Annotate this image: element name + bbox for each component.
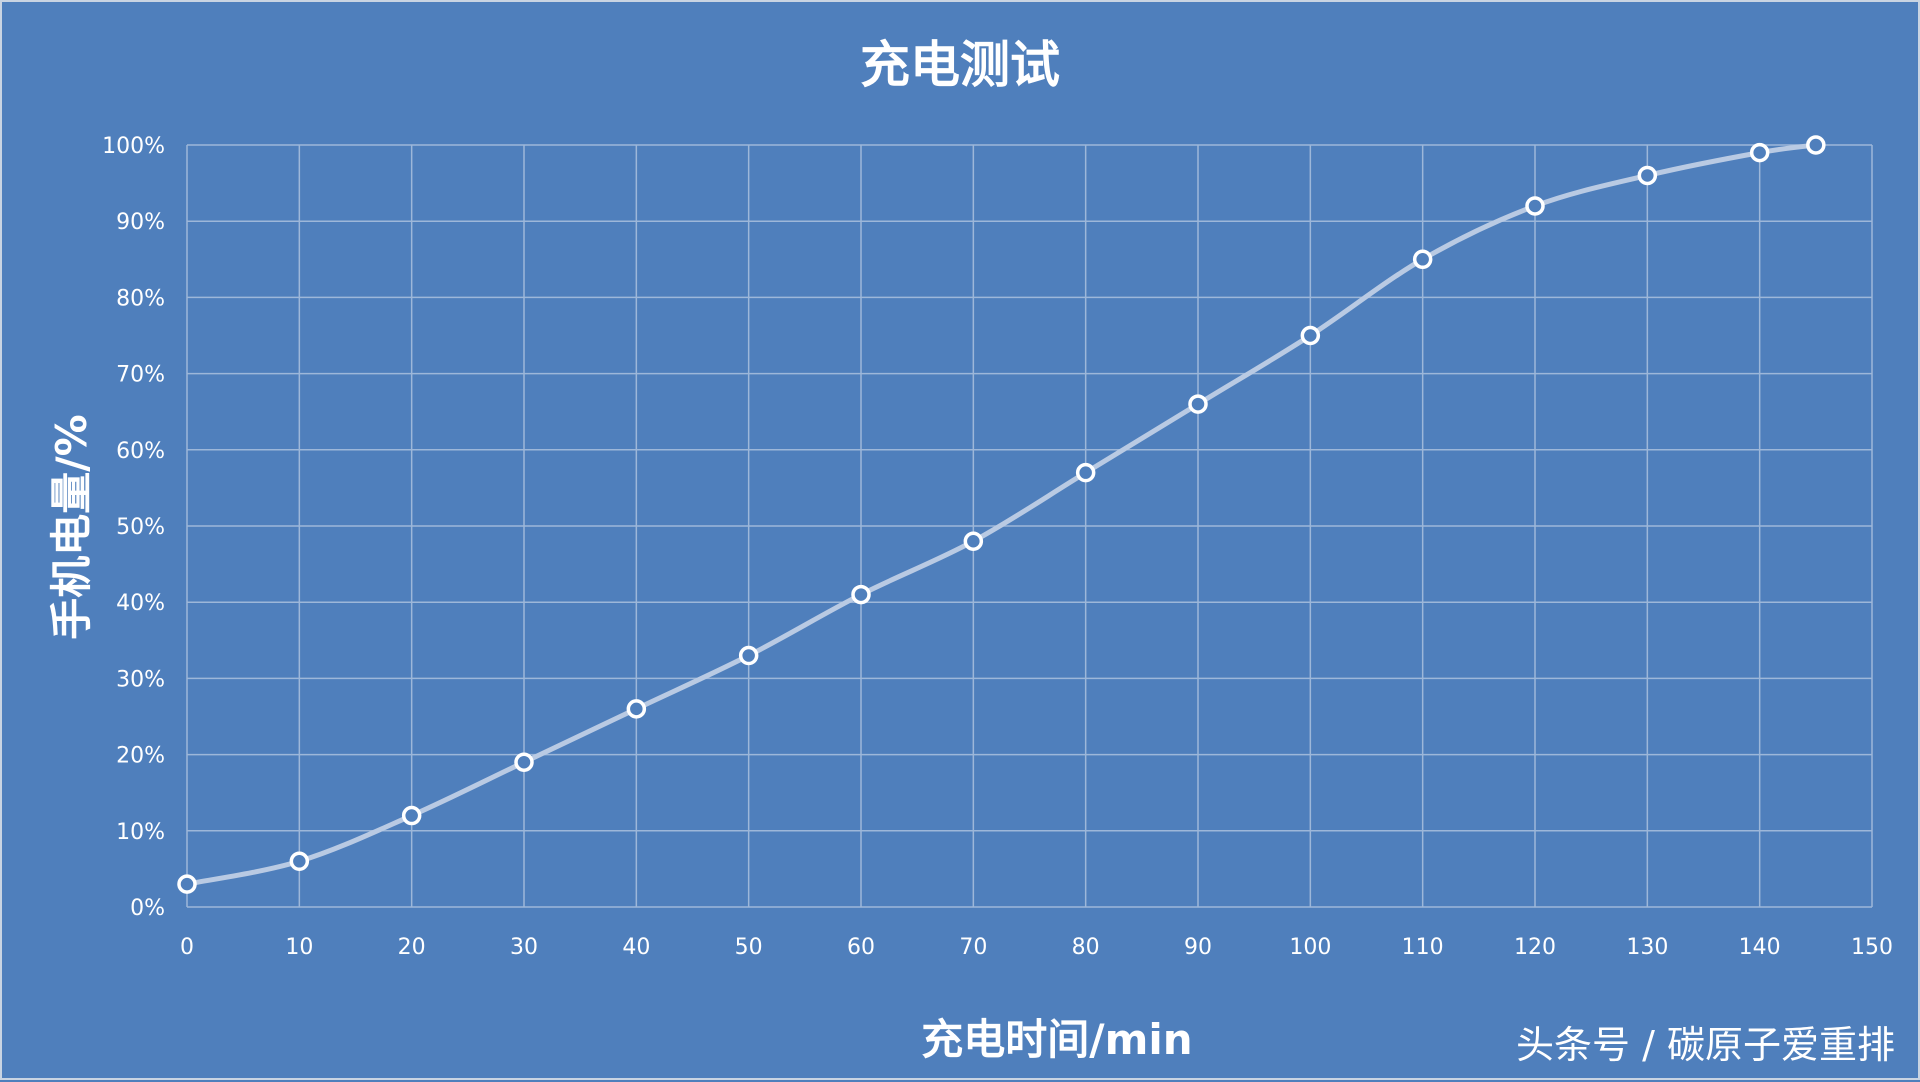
y-tick-label: 10% bbox=[116, 820, 165, 845]
chart-title: 充电测试 bbox=[860, 36, 1060, 94]
x-axis-ticks: 0 10 20 30 40 50 60 70 80 90 100 110 120 130 140 150 bbox=[180, 935, 1893, 960]
x-tick-label: 110 bbox=[1402, 935, 1444, 960]
x-tick-label: 60 bbox=[847, 935, 875, 960]
y-tick-label: 30% bbox=[116, 667, 165, 692]
marker-layer bbox=[177, 135, 1826, 894]
x-tick-label: 150 bbox=[1851, 935, 1893, 960]
x-tick-label: 130 bbox=[1626, 935, 1668, 960]
y-tick-label: 70% bbox=[116, 363, 165, 388]
y-tick-label: 40% bbox=[116, 591, 165, 616]
y-tick-label: 50% bbox=[116, 515, 165, 540]
x-tick-label: 0 bbox=[180, 935, 194, 960]
x-tick-label: 10 bbox=[285, 935, 313, 960]
x-tick-label: 20 bbox=[398, 935, 426, 960]
x-tick-label: 70 bbox=[959, 935, 987, 960]
y-tick-label: 100% bbox=[102, 134, 165, 159]
y-tick-label: 0% bbox=[130, 896, 165, 921]
y-tick-label: 60% bbox=[116, 439, 165, 464]
data-point bbox=[514, 752, 534, 772]
y-tick-label: 20% bbox=[116, 744, 165, 769]
x-tick-label: 120 bbox=[1514, 935, 1556, 960]
x-tick-label: 90 bbox=[1184, 935, 1212, 960]
data-point bbox=[1075, 462, 1096, 483]
x-tick-label: 140 bbox=[1739, 935, 1781, 960]
data-point bbox=[738, 645, 759, 666]
data-point bbox=[1188, 394, 1208, 414]
data-point bbox=[1412, 249, 1433, 270]
data-point bbox=[626, 699, 647, 719]
x-tick-label: 30 bbox=[510, 935, 538, 960]
y-tick-label: 80% bbox=[116, 286, 165, 311]
grid bbox=[186, 144, 1873, 908]
data-point bbox=[851, 584, 871, 605]
data-point bbox=[1637, 165, 1658, 186]
y-axis-title: 手机电量/% bbox=[47, 414, 96, 639]
x-tick-label: 40 bbox=[622, 935, 650, 960]
data-point bbox=[1749, 142, 1770, 163]
data-point bbox=[401, 805, 422, 826]
watermark: 头条号 / 碳原子爱重排 bbox=[1516, 1023, 1895, 1067]
x-tick-label: 50 bbox=[735, 935, 763, 960]
x-axis-title: 充电时间/min bbox=[921, 1015, 1192, 1064]
charge-line bbox=[184, 142, 1819, 887]
data-point bbox=[1806, 135, 1826, 155]
data-point bbox=[1300, 325, 1321, 346]
data-point bbox=[177, 874, 197, 894]
data-point bbox=[963, 531, 984, 551]
data-point bbox=[1525, 196, 1545, 216]
x-tick-label: 100 bbox=[1289, 935, 1331, 960]
series-layer bbox=[184, 142, 1819, 887]
y-axis-ticks: 0% 10% 20% 30% 40% 50% 60% 70% 80% 90% 100% bbox=[102, 134, 165, 921]
data-point bbox=[289, 851, 310, 872]
x-tick-label: 80 bbox=[1072, 935, 1100, 960]
y-tick-label: 90% bbox=[116, 210, 165, 235]
